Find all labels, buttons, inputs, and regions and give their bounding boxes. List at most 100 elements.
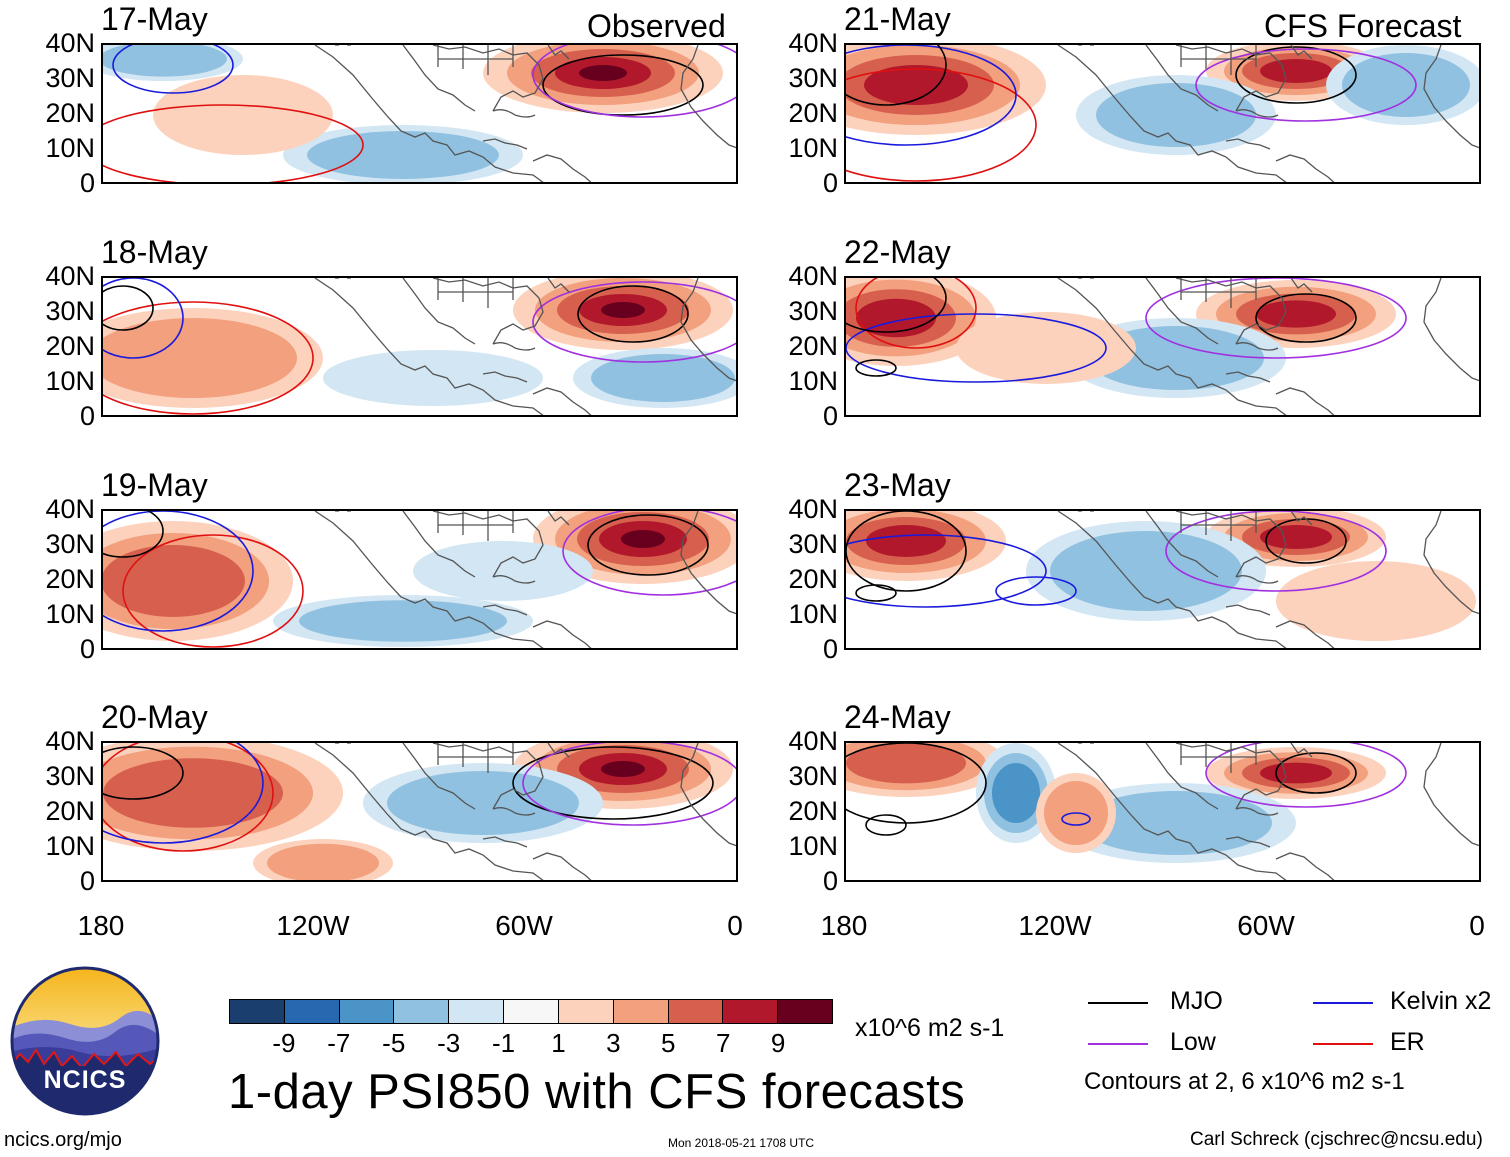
colorbar-swatch: [504, 1000, 559, 1023]
map-panel: [844, 509, 1481, 650]
legend-line-low: [1088, 1043, 1148, 1045]
map-svg: [103, 743, 736, 880]
colorbar-tick-label: -1: [491, 1028, 516, 1058]
colorbar-swatch: [284, 1000, 340, 1023]
y-tick: 0: [822, 401, 838, 431]
y-tick: 40N: [788, 28, 838, 58]
anomaly-shade: [1276, 561, 1476, 641]
contour-line: [587, 514, 709, 576]
y-tick: 40N: [788, 494, 838, 524]
y-tick: 20N: [45, 564, 95, 594]
contour-line: [846, 45, 1017, 146]
contour-line: [103, 743, 264, 844]
coastlines: [314, 511, 736, 648]
colorbar-swatch: [230, 1000, 285, 1023]
y-tick: 40N: [45, 726, 95, 756]
y-tick: 0: [79, 401, 95, 431]
y-tick: 10N: [788, 831, 838, 861]
colorbar-swatch: [778, 1000, 832, 1023]
y-tick: 10N: [45, 599, 95, 629]
contour-line: [122, 534, 304, 648]
contour-line: [103, 746, 184, 800]
panel-date-label: 20-May: [101, 699, 208, 735]
anomaly-shade: [103, 45, 227, 77]
map-panel: [844, 741, 1481, 882]
footer-url[interactable]: ncics.org/mjo: [4, 1129, 122, 1151]
contour-line: [103, 743, 274, 852]
colorbar-tick-label: -5: [382, 1028, 406, 1058]
ncics-logo: NCICS: [10, 966, 160, 1116]
anomaly-shade: [956, 312, 1136, 384]
y-tick: 30N: [45, 63, 95, 93]
contour-note: Contours at 2, 6 x10^6 m2 s-1: [1084, 1068, 1405, 1095]
contour-line: [865, 814, 907, 836]
y-tick: 20N: [45, 331, 95, 361]
contour-line: [855, 359, 897, 377]
contour-line: [1165, 511, 1387, 592]
legend-line-mjo: [1088, 1002, 1148, 1004]
contour-line: [103, 301, 314, 415]
colorbar-tick-label: -3: [437, 1028, 461, 1058]
y-tick: 30N: [45, 761, 95, 791]
contour-line: [846, 313, 1107, 383]
y-tick: 10N: [788, 599, 838, 629]
forecast-label: CFS Forecast: [1264, 8, 1462, 44]
contour-line: [855, 584, 897, 602]
contour-line: [1275, 752, 1357, 794]
colorbar-swatch: [339, 1000, 395, 1023]
y-tick: 0: [79, 634, 95, 664]
panel-date-label: 23-May: [844, 467, 951, 503]
colorbar-tick-label: 3: [606, 1028, 621, 1058]
anomaly-shade: [387, 771, 579, 835]
y-tick: 40N: [788, 261, 838, 291]
x-tick: 120W: [1018, 910, 1092, 941]
footer-timestamp: Mon 2018-05-21 1708 UTC: [668, 1136, 815, 1150]
contour-line: [1195, 48, 1417, 122]
anomaly-shade: [103, 545, 245, 617]
contour-line: [1255, 293, 1357, 343]
y-tick: 20N: [788, 796, 838, 826]
y-tick: 0: [822, 866, 838, 896]
colorbar-swatch: [613, 1000, 669, 1023]
y-tick: 20N: [45, 98, 95, 128]
anomaly-shade: [103, 318, 297, 398]
coastlines: [1057, 743, 1479, 880]
contour-line: [103, 511, 164, 558]
anomaly-shade: [1342, 53, 1470, 117]
anomaly-shade: [1050, 531, 1242, 611]
coastlines: [314, 278, 736, 415]
anomaly-shade: [992, 763, 1040, 823]
y-tick: 10N: [45, 366, 95, 396]
colorbar-tick-label: 1: [551, 1028, 566, 1058]
x-tick: 0: [727, 910, 743, 941]
y-tick: 0: [822, 634, 838, 664]
colorbar-tick-label: 5: [661, 1028, 676, 1058]
panel-date-label: 19-May: [101, 467, 208, 503]
y-tick: 30N: [45, 296, 95, 326]
contour-line: [1205, 743, 1407, 808]
y-tick: 20N: [45, 796, 95, 826]
panel-date-label: 22-May: [844, 234, 951, 270]
x-tick: 60W: [1237, 910, 1295, 941]
legend-line-kelvin: [1313, 1002, 1373, 1004]
colorbar-units: x10^6 m2 s-1: [855, 1014, 1005, 1042]
coastlines: [314, 743, 736, 880]
map-svg: [103, 45, 736, 182]
x-tick: 180: [820, 910, 868, 941]
anomaly-shade: [299, 600, 507, 642]
anomaly-shade: [579, 65, 627, 81]
y-tick: 0: [79, 866, 95, 896]
anomaly-shade: [601, 302, 645, 318]
contour-line: [577, 285, 689, 343]
panel-date-label: 18-May: [101, 234, 208, 270]
y-tick: 40N: [45, 261, 95, 291]
colorbar-tick-label: -9: [272, 1028, 296, 1058]
footer-author: Carl Schreck (cjschrec@ncsu.edu): [1190, 1129, 1483, 1150]
contour-line: [522, 743, 736, 826]
anomaly-shade: [307, 131, 499, 179]
contour-line: [112, 45, 234, 94]
contour-line: [846, 68, 1037, 182]
y-tick: 30N: [45, 529, 95, 559]
colorbar: [229, 999, 833, 1024]
coastlines: [1057, 45, 1479, 182]
